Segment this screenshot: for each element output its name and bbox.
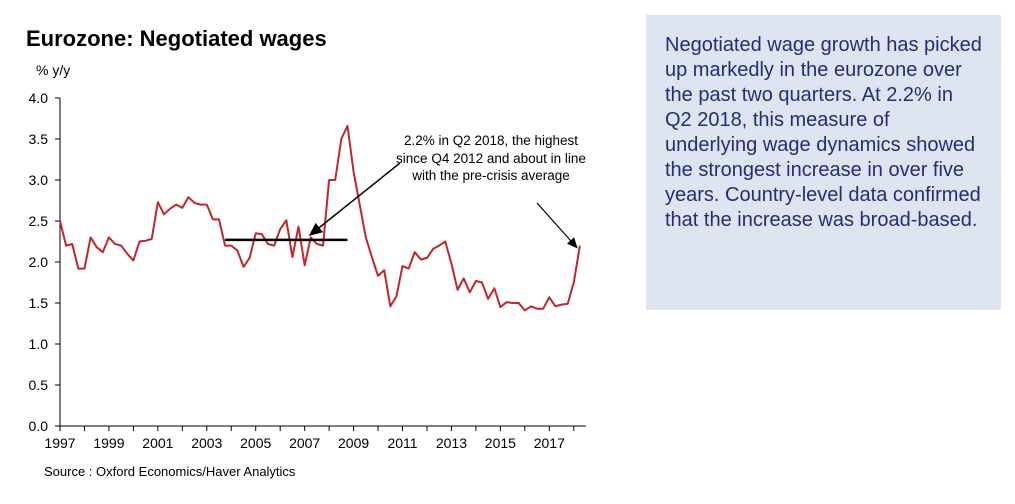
chart-title: Eurozone: Negotiated wages (26, 26, 327, 51)
source-note: Source : Oxford Economics/Haver Analytic… (44, 464, 296, 479)
x-tick-label: 2015 (485, 435, 516, 451)
annotation-arrow-average (308, 162, 401, 236)
x-tick-label: 2003 (191, 435, 222, 451)
y-tick-label: 2.5 (29, 213, 49, 229)
x-tick-label: 2005 (240, 435, 271, 451)
commentary-panel: Negotiated wage growth has picked up mar… (646, 15, 1001, 310)
x-tick-label: 2013 (436, 435, 467, 451)
x-tick-label: 2007 (289, 435, 320, 451)
annotation-arrow-latest (536, 202, 578, 249)
x-tick-label: 1997 (44, 435, 75, 451)
y-tick-label: 0.5 (29, 377, 49, 393)
y-tick-label: 3.5 (29, 131, 49, 147)
x-tick-label: 2001 (142, 435, 173, 451)
y-tick-label: 1.5 (29, 295, 49, 311)
x-tick-label: 2017 (534, 435, 565, 451)
y-tick-label: 2.0 (29, 254, 49, 270)
y-axis-unit-label: % y/y (36, 62, 71, 78)
x-tick-label: 2009 (338, 435, 369, 451)
x-tick-label: 1999 (93, 435, 124, 451)
x-tick-label: 2011 (387, 435, 417, 451)
wage-growth-series-line (59, 124, 581, 312)
line-chart: 0.0 0.5 1.0 1.5 2.0 2.5 3.0 3.5 4.0 1997 1999 2001 2… (29, 90, 586, 451)
y-tick-label: 4.0 (29, 90, 49, 106)
y-tick-label: 1.0 (29, 336, 49, 352)
commentary-text: Negotiated wage growth has picked up mar… (665, 34, 982, 231)
y-tick-label: 3.0 (29, 172, 49, 188)
chart-annotation: 2.2% in Q2 2018, the highest since Q4 20… (396, 133, 586, 183)
y-tick-label: 0.0 (29, 418, 49, 434)
